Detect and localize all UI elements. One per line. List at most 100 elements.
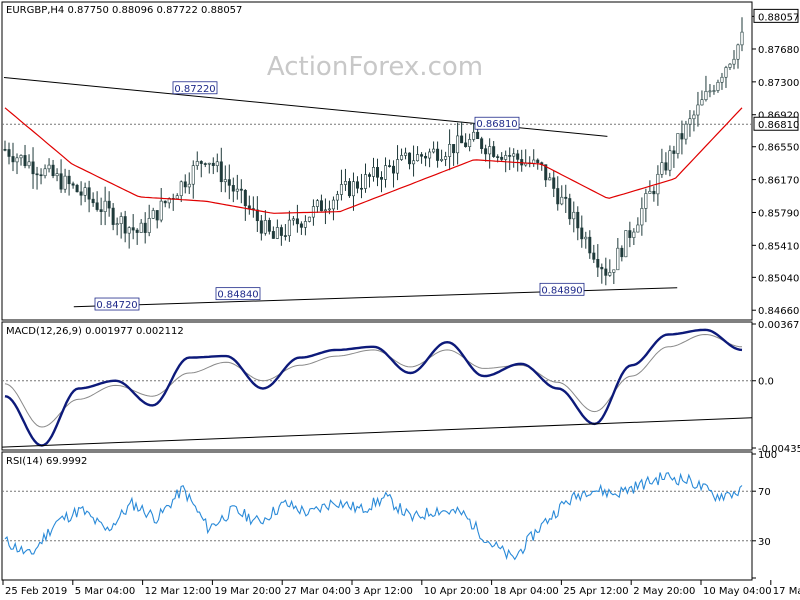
candle-body <box>536 159 540 163</box>
candle-body <box>51 164 55 177</box>
candle-body <box>335 194 339 201</box>
candle-body <box>576 211 580 229</box>
price-annotation-label: 0.84840 <box>217 290 258 301</box>
candle-body <box>347 181 351 197</box>
candle-body <box>720 76 724 83</box>
candle-body <box>339 184 343 195</box>
candle-body <box>191 165 195 185</box>
candle-body <box>664 162 668 171</box>
candle-body <box>323 209 327 212</box>
candle-body <box>127 227 131 234</box>
candle-body <box>87 187 91 200</box>
candle-body <box>472 131 476 140</box>
candle-body <box>688 118 692 125</box>
candle-body <box>376 167 380 178</box>
candle-body <box>468 139 472 147</box>
candle-body <box>343 181 347 185</box>
candle-body <box>371 167 375 177</box>
candle-body <box>107 200 111 209</box>
macd-tick-label: 0.0 <box>758 377 774 388</box>
candle-body <box>103 200 107 212</box>
candle-body <box>580 227 584 240</box>
candle-body <box>295 218 299 225</box>
candle-body <box>680 133 684 140</box>
rsi-tick-label: 30 <box>758 537 771 548</box>
candle-body <box>239 188 243 191</box>
time-tick-label: 17 May 12:00 <box>773 586 800 597</box>
candle-body <box>508 155 512 157</box>
price-tick-label: 0.85790 <box>758 208 799 219</box>
candle-body <box>460 135 464 144</box>
candle-body <box>620 247 624 258</box>
candle-body <box>47 164 51 170</box>
candle-body <box>243 189 247 207</box>
candle-body <box>135 229 139 233</box>
candle-body <box>612 269 616 273</box>
rsi-tick-label: 70 <box>758 487 771 498</box>
candle-body <box>436 148 440 161</box>
price-annotation-label: 0.84720 <box>96 300 137 311</box>
candle-body <box>199 161 203 164</box>
candle-body <box>552 177 556 189</box>
candle-body <box>131 227 135 231</box>
candle-body <box>183 181 187 188</box>
price-annotation-label: 0.86810 <box>476 119 517 130</box>
price-tick-label: 0.88057 <box>758 12 799 23</box>
candle-body <box>279 227 283 236</box>
candle-body <box>616 247 620 271</box>
price-annotation-box <box>94 297 140 311</box>
candle-body <box>416 154 420 162</box>
candle-body <box>740 31 744 46</box>
candle-body <box>283 235 287 237</box>
candle-body <box>512 153 516 157</box>
candle-body <box>628 230 632 238</box>
candle-body <box>660 162 664 175</box>
macd-tick-label: 0.003678 <box>758 320 800 331</box>
candle-body <box>516 153 520 160</box>
candle-body <box>299 223 303 228</box>
candle-body <box>672 150 676 154</box>
candle-body <box>592 252 596 260</box>
candle-body <box>275 227 279 239</box>
candle-body <box>716 81 720 91</box>
candle-body <box>408 152 412 165</box>
candle-body <box>23 155 27 167</box>
candle-body <box>544 164 548 181</box>
candle-body <box>111 207 115 225</box>
candle-body <box>492 146 496 157</box>
candle-body <box>155 210 159 221</box>
macd-panel-title: MACD(12,26,9) 0.001977 0.002112 <box>6 326 184 337</box>
price-label-box <box>753 8 799 23</box>
price-annotation-box <box>172 81 218 95</box>
price-annotations: 0.87220 0.86810 0.84720 0.84840 0.84890 <box>94 81 585 311</box>
candle-body <box>728 63 732 68</box>
candle-body <box>67 175 71 185</box>
candle-body <box>464 142 468 147</box>
candle-body <box>315 200 319 207</box>
time-tick-label: 12 Mar 12:00 <box>145 586 212 597</box>
rsi-line <box>4 472 743 561</box>
candle-body <box>367 174 371 177</box>
candle-body <box>43 168 47 177</box>
candle-body <box>624 230 628 258</box>
price-tick-label: 0.84660 <box>758 306 799 317</box>
time-tick-label: 5 Mar 04:00 <box>75 586 135 597</box>
candle-body <box>588 236 592 254</box>
candle-body <box>19 155 23 159</box>
candle-body <box>231 185 235 192</box>
candle-body <box>648 190 652 194</box>
candle-body <box>676 133 680 154</box>
time-axis: 25 Feb 2019 5 Mar 04:00 12 Mar 12:00 19 Mar… <box>2 580 800 597</box>
macd-tick-label: -0.004359 <box>758 444 800 455</box>
candle-body <box>428 151 432 159</box>
candle-body <box>259 220 263 234</box>
candle-body <box>11 156 15 163</box>
candle-body <box>560 196 564 205</box>
macd-axis: 0.003678 0.0 -0.004359 <box>752 320 800 455</box>
candle-body <box>432 148 436 153</box>
candle-body <box>319 200 323 212</box>
candle-body <box>692 114 696 120</box>
price-annotation-box <box>215 287 261 301</box>
rsi-axis: 100 70 30 <box>752 450 777 579</box>
